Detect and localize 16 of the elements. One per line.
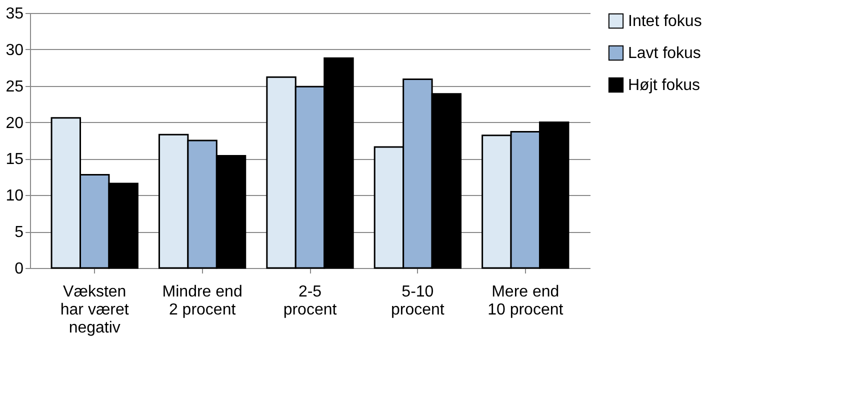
- x-tick-label: Væksten har været negativ: [60, 284, 130, 336]
- y-tick-label: 15: [6, 151, 24, 168]
- y-tick-label: 35: [6, 6, 24, 22]
- x-tick-label: Mindre end 2 procent: [162, 284, 242, 318]
- y-tick-label: 10: [6, 188, 24, 205]
- y-tick-label: 30: [6, 42, 24, 59]
- legend-label: Højt fokus: [628, 77, 700, 94]
- legend-label: Intet fokus: [628, 13, 702, 30]
- x-tick-label: 2-5 procent: [283, 284, 338, 318]
- y-tick-label: 5: [14, 224, 24, 242]
- legend-label: Lavt fokus: [628, 45, 701, 62]
- x-tick-label: Mere end 10 procent: [488, 284, 564, 318]
- x-tick-label: 5-10 procent: [391, 284, 445, 318]
- y-tick-label: 20: [6, 114, 24, 132]
- y-tick-label: 25: [6, 78, 24, 96]
- y-tick-label: 0: [14, 260, 24, 278]
